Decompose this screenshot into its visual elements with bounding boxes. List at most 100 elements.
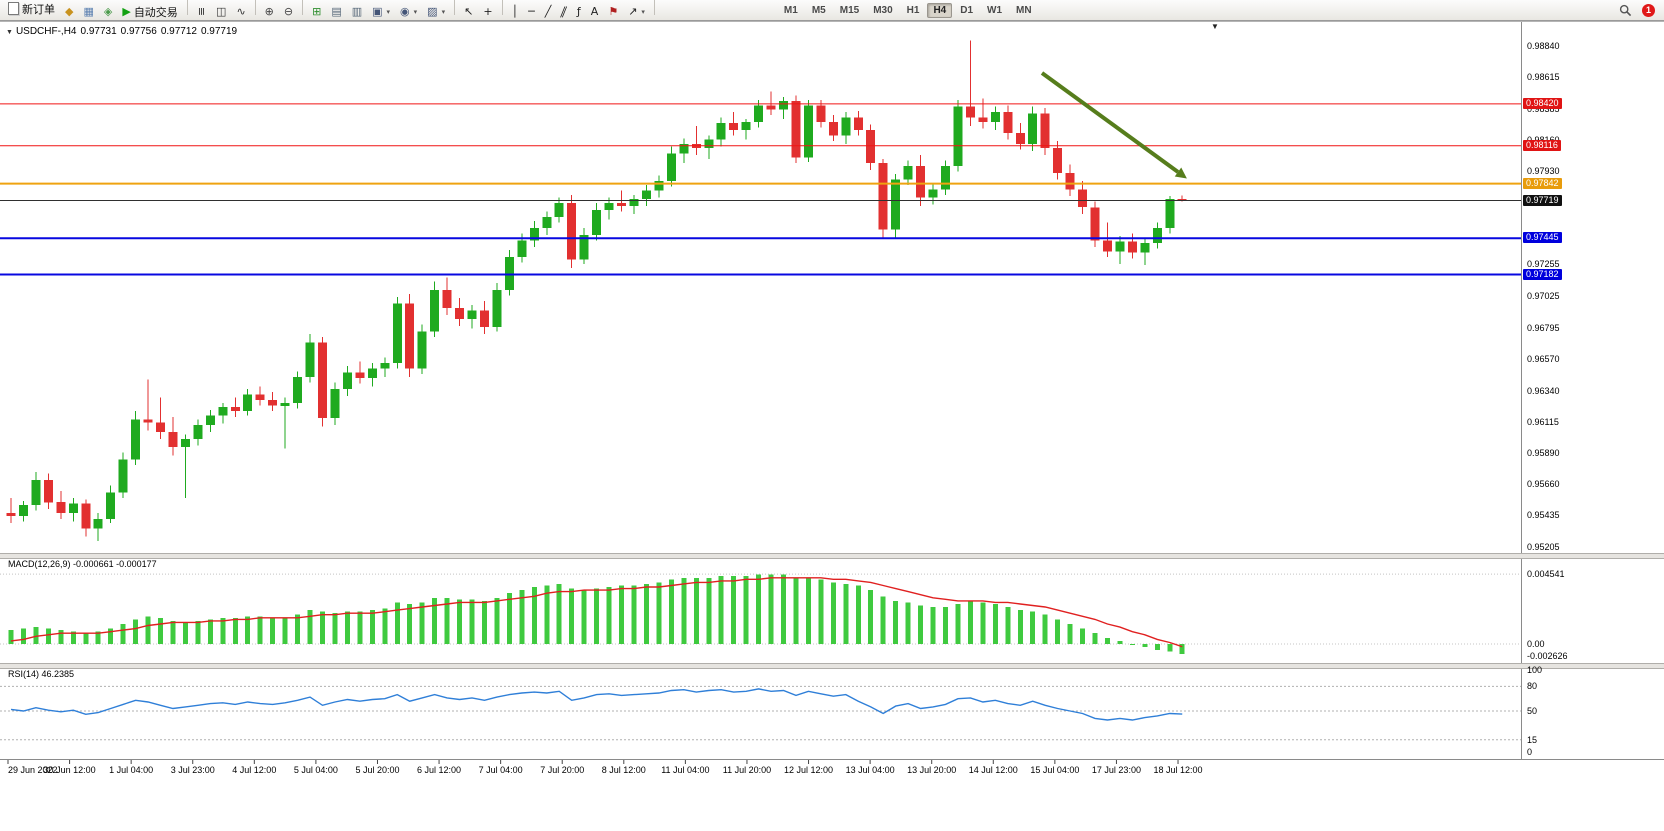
horizontal-line-button[interactable]: ─ [524,2,539,21]
notification-badge[interactable]: 1 [1642,3,1655,17]
panel-divider-macd[interactable] [0,553,1664,559]
toolbar-separator [254,0,256,15]
timeframe-h4-button[interactable]: H4 [927,2,953,18]
time-label: 30 Jun 12:00 [43,765,96,775]
auto-trading-icon: ▶ [122,5,131,18]
new-order-button[interactable]: 新订单 [4,0,59,18]
zoom-in-icon: ⊕ [264,5,274,18]
timeframe-m30-button[interactable]: M30 [873,4,893,16]
tile-windows-button[interactable]: ⊞ [308,2,325,21]
market-watch-button[interactable]: ◆ [61,2,77,21]
tile-windows-icon: ⊞ [312,5,322,18]
timeframe-h1-button[interactable]: H1 [906,4,920,16]
crosshair-button[interactable]: + [479,2,496,21]
auto-trading-button[interactable]: ▶ 自动交易 [118,2,181,21]
templates-icon: ▨ [427,5,438,18]
toolbar-separator [186,0,188,15]
price-label: 0.95435 [1527,510,1560,521]
price-badge-red: 0.98116 [1523,139,1561,151]
market-watch-icon: ◆ [65,5,74,18]
horizontal-line-icon: ─ [528,5,535,18]
rsi-axis-label: 15 [1527,734,1538,745]
navigator-icon: ◈ [103,5,113,18]
toolbar-separator [454,0,456,15]
time-label: 5 Jul 20:00 [355,765,400,775]
line-chart-button[interactable]: ∿ [232,2,249,21]
candlestick-chart-button[interactable]: ◫ [212,2,230,21]
navigator-button[interactable]: ◈ [100,2,116,21]
tile-vertical-button[interactable]: ▥ [348,2,366,21]
price-label: 0.96570 [1527,353,1560,364]
toolbar-separator [501,0,503,15]
macd-histogram [8,574,1185,655]
crosshair-icon: + [483,5,493,18]
time-label: 5 Jul 04:00 [293,765,338,775]
timeframe-mn-button[interactable]: MN [1016,4,1032,16]
price-label: 0.95205 [1527,542,1560,552]
cursor-button[interactable]: ↖ [460,2,477,21]
timeframe-w1-button[interactable]: W1 [987,4,1003,16]
trendline-button[interactable]: ╱ [541,2,556,21]
timeframe-m15-button[interactable]: M15 [839,4,860,16]
auto-trading-button-label: 自动交易 [133,6,178,19]
text-button[interactable]: A [587,2,603,21]
time-label: 7 Jul 20:00 [540,765,585,775]
time-label: 15 Jul 04:00 [1030,765,1080,775]
chart-shift-marker[interactable]: ▼ [1211,22,1219,31]
macd-signal-value: -0.000177 [116,559,157,569]
panel-divider-rsi[interactable] [0,663,1664,669]
bar-chart-button[interactable]: ≡ [193,2,210,21]
toolbar-right: 1 [1614,1,1661,20]
time-label: 17 Jul 23:00 [1091,765,1141,775]
vertical-line-button[interactable]: │ [508,2,523,21]
trend-arrow-head [1174,167,1187,179]
rsi-axis-label: 50 [1527,706,1538,716]
channel-button[interactable]: ∥ [557,2,571,21]
data-window-button[interactable]: ▦ [79,2,97,21]
time-label: 8 Jul 12:00 [601,765,646,775]
time-label: 4 Jul 12:00 [232,765,277,775]
price-label: 0.96340 [1527,385,1560,396]
new-chart-button[interactable]: ▣ ▾ [368,2,394,21]
toolbar-separator [302,0,304,15]
toolbar-separator [653,0,655,15]
chart-collapse-icon[interactable]: ▼ [6,29,13,36]
time-label: 14 Jul 12:00 [968,765,1018,775]
data-window-icon: ▦ [83,5,94,18]
bar-chart-icon: ≡ [194,6,208,17]
label-button[interactable]: ⚑ [604,2,622,21]
rsi-axis-label: 80 [1527,681,1538,692]
search-button[interactable] [1615,1,1636,20]
timeframe-m1-button[interactable]: M1 [783,4,798,16]
trend-arrow-annotation[interactable] [1040,71,1180,174]
cascade-windows-icon: ▤ [331,5,342,18]
timeframe-d1-button[interactable]: D1 [960,4,974,16]
new-chart-icon: ▣ [372,5,383,18]
time-label: 11 Jul 04:00 [661,765,710,775]
cascade-windows-button[interactable]: ▤ [327,2,345,21]
price-label: 0.95660 [1527,479,1560,490]
zoom-out-icon: ⊖ [283,5,294,18]
fibonacci-icon: ƒ [576,5,581,18]
rsi-value: 46.2385 [41,669,75,679]
shapes-button[interactable]: ↗ ▾ [624,2,649,21]
templates-button[interactable]: ▨ ▾ [423,2,449,21]
zoom-in-button[interactable]: ⊕ [261,2,278,21]
chevron-down-icon: ▾ [413,8,418,16]
time-label: 12 Jul 12:00 [784,765,834,775]
ohlc-high: 0.97756 [120,26,157,37]
fibonacci-button[interactable]: ƒ [573,2,585,21]
profiles-button[interactable]: ◉ ▾ [396,2,421,21]
timeframe-m5-button[interactable]: M5 [811,4,826,16]
candlestick-icon: ◫ [216,5,227,18]
macd-axis-label: 0.004541 [1527,569,1565,580]
candlestick-series [6,40,1187,541]
symbol-period-label: USDCHF-,H4 [15,26,77,37]
price-badge-blue: 0.97182 [1523,268,1562,280]
time-label: 11 Jul 20:00 [722,765,772,775]
vertical-line-icon: │ [511,5,519,18]
zoom-out-button[interactable]: ⊖ [280,2,297,21]
price-label: 0.97930 [1527,166,1560,177]
trendline-icon: ╱ [544,5,552,18]
